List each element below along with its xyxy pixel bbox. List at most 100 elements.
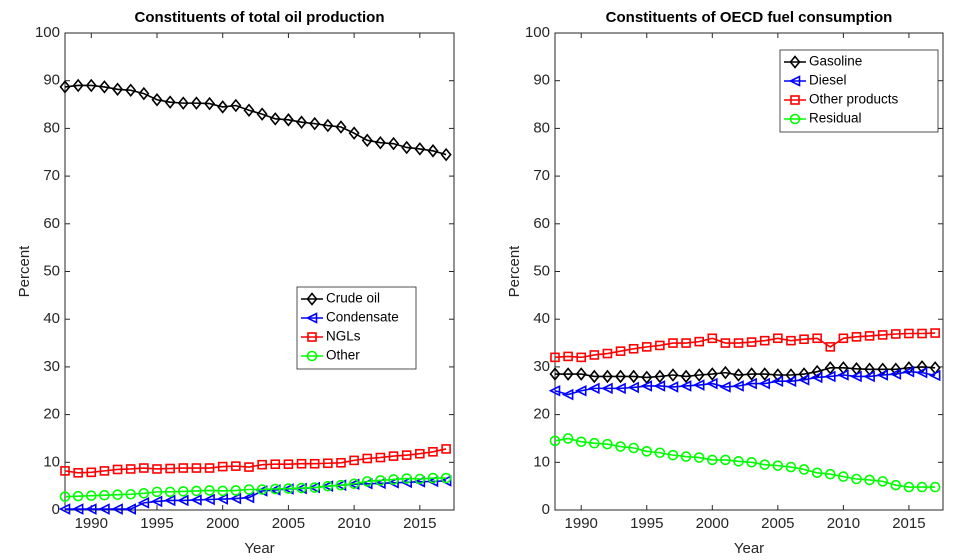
marker [229, 492, 242, 505]
marker [850, 370, 862, 383]
marker [667, 368, 679, 382]
marker [283, 459, 294, 470]
marker [929, 481, 941, 493]
marker [335, 120, 347, 134]
marker [904, 328, 914, 339]
x-tick-label: 2010 [827, 515, 860, 532]
marker [151, 93, 163, 107]
marker [138, 86, 150, 101]
marker [282, 113, 294, 127]
marker [628, 343, 639, 354]
marker [296, 482, 307, 494]
marker [575, 436, 587, 448]
marker [139, 463, 149, 473]
marker [851, 473, 862, 485]
series-line [554, 370, 936, 396]
marker [706, 367, 718, 381]
plot-area [64, 32, 455, 511]
marker [204, 96, 216, 111]
marker [602, 348, 613, 359]
marker [269, 112, 281, 126]
marker [615, 369, 627, 384]
marker [306, 292, 318, 306]
y-tick-label: 100 [525, 24, 550, 41]
marker [864, 474, 875, 486]
y-axis-label: Percent [16, 245, 33, 298]
marker [876, 369, 889, 381]
series-line [64, 448, 447, 474]
marker [679, 380, 692, 392]
y-tick-label: 40 [43, 310, 60, 327]
marker [415, 448, 425, 459]
marker [137, 497, 150, 509]
legend-box [779, 49, 939, 133]
marker [719, 365, 731, 380]
marker [388, 474, 399, 485]
legend-label: Other products [809, 92, 899, 107]
marker [217, 485, 229, 497]
x-tick-label: 2015 [403, 515, 436, 532]
marker [111, 503, 123, 515]
y-tick-label: 40 [533, 310, 550, 327]
chart-title: Constituents of OECD fuel consumption [606, 9, 893, 26]
marker [719, 381, 731, 393]
marker [349, 455, 359, 466]
marker [414, 142, 426, 156]
marker [732, 380, 744, 392]
marker [426, 475, 439, 488]
marker [902, 365, 915, 378]
marker [811, 467, 823, 479]
marker [387, 477, 399, 489]
y-tick-label: 0 [542, 501, 550, 518]
marker [628, 442, 639, 454]
marker [204, 485, 215, 496]
marker [125, 488, 137, 500]
x-tick-label: 1990 [565, 515, 598, 532]
marker [307, 332, 317, 342]
legend-label: Gasoline [809, 54, 862, 69]
marker [915, 366, 928, 379]
y-tick-label: 90 [533, 72, 550, 89]
marker [810, 371, 823, 384]
marker [667, 449, 679, 461]
y-axis-label: Percent [506, 245, 523, 298]
y-tick-label: 10 [43, 453, 60, 470]
marker [720, 454, 731, 466]
marker [655, 340, 665, 351]
legend-label: Diesel [809, 73, 847, 88]
marker [877, 476, 889, 487]
y-tick-label: 50 [533, 262, 550, 279]
marker [773, 333, 783, 344]
legend-label: Crude oil [326, 291, 380, 306]
chart-title: Constituents of total oil production [135, 9, 385, 26]
marker [759, 459, 771, 470]
marker [71, 503, 84, 515]
marker [890, 479, 902, 491]
marker [824, 468, 836, 480]
marker [615, 441, 626, 452]
marker [72, 490, 84, 502]
marker [786, 335, 796, 346]
marker [306, 350, 318, 362]
marker [217, 461, 228, 472]
marker [916, 481, 928, 493]
marker [309, 458, 320, 469]
marker [825, 342, 836, 352]
marker [164, 486, 176, 498]
marker [216, 493, 229, 505]
marker [243, 103, 255, 118]
marker [112, 82, 124, 97]
marker [296, 115, 308, 129]
marker [785, 461, 797, 473]
marker [615, 346, 626, 356]
marker [549, 367, 561, 381]
marker [641, 446, 653, 457]
y-tick-label: 80 [533, 119, 550, 136]
marker [165, 463, 175, 474]
y-tick-label: 90 [43, 72, 60, 89]
marker [335, 479, 347, 491]
marker [574, 384, 587, 397]
marker [549, 435, 561, 447]
marker [99, 466, 110, 476]
marker [176, 494, 189, 507]
